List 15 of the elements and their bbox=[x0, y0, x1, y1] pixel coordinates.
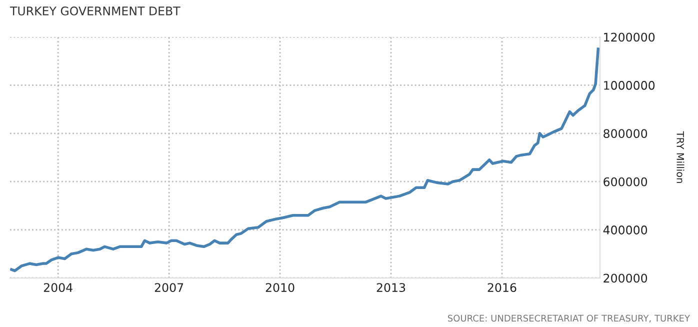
line-series bbox=[10, 48, 600, 272]
source-note: SOURCE: UNDERSECRETARIAT OF TREASURY, TURKEY bbox=[448, 314, 690, 323]
x-tick-label: 2013 bbox=[376, 283, 406, 292]
x-tick-label: 2016 bbox=[488, 283, 516, 292]
y-axis-title: TRY Million bbox=[676, 131, 684, 183]
x-tick-label: 2004 bbox=[44, 283, 72, 292]
y-tick-label: 1000000 bbox=[604, 80, 655, 90]
x-tick-label: 2010 bbox=[266, 283, 294, 292]
y-tick-label: 1200000 bbox=[604, 32, 655, 42]
y-tick-label: 600000 bbox=[604, 177, 648, 186]
y-tick-label: 800000 bbox=[604, 129, 648, 138]
x-tick-label: 2007 bbox=[154, 283, 184, 292]
y-tick-label: 400000 bbox=[603, 226, 648, 234]
y-tick-label: 200000 bbox=[604, 274, 648, 283]
chart-title: TURKEY GOVERNMENT DEBT bbox=[10, 6, 180, 16]
